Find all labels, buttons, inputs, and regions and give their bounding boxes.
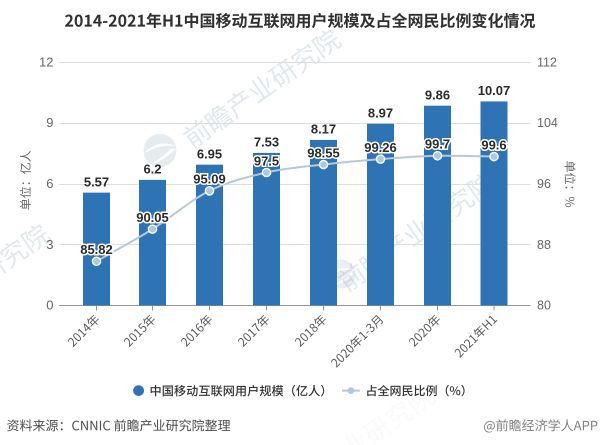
svg-text:97.5: 97.5 [254, 153, 279, 168]
svg-text:95.09: 95.09 [193, 172, 226, 187]
svg-text:85.82: 85.82 [80, 242, 113, 257]
svg-text:10.07: 10.07 [478, 83, 511, 98]
svg-text:88: 88 [537, 238, 551, 252]
svg-text:6.95: 6.95 [197, 146, 222, 161]
svg-text:99.26: 99.26 [364, 140, 397, 155]
svg-text:98.55: 98.55 [307, 145, 340, 160]
svg-text:9.86: 9.86 [425, 87, 450, 102]
svg-text:99.6: 99.6 [481, 137, 506, 152]
svg-text:12: 12 [39, 54, 53, 69]
svg-text:6: 6 [46, 176, 53, 191]
svg-text:96: 96 [537, 177, 551, 191]
svg-text:6.2: 6.2 [143, 162, 161, 177]
svg-text:90.05: 90.05 [136, 210, 169, 225]
svg-text:104: 104 [537, 116, 558, 130]
svg-text:9: 9 [46, 115, 53, 130]
svg-text:3: 3 [46, 237, 53, 252]
svg-text:8.17: 8.17 [311, 122, 336, 137]
svg-text:99.7: 99.7 [425, 137, 450, 152]
svg-text:0: 0 [46, 298, 53, 313]
svg-text:5.57: 5.57 [84, 174, 109, 189]
svg-text:7.53: 7.53 [254, 135, 279, 150]
svg-text:8.97: 8.97 [368, 106, 393, 121]
svg-text:112: 112 [537, 55, 557, 69]
svg-text:80: 80 [537, 299, 551, 313]
